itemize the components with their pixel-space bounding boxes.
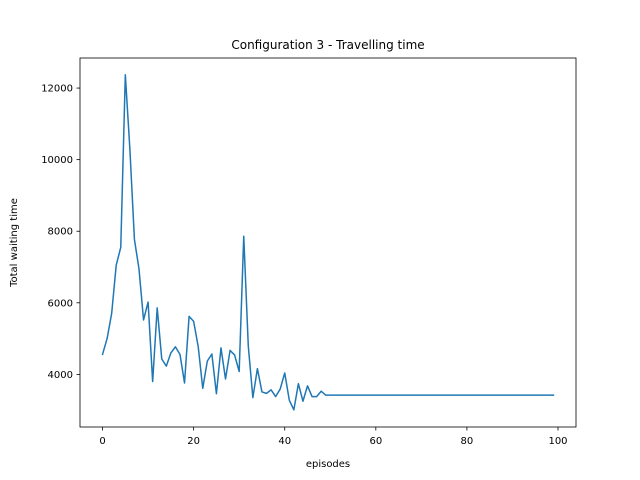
plot-area (80, 58, 576, 427)
x-tick-label: 0 (99, 436, 105, 447)
x-axis-label: episodes (306, 459, 350, 470)
chart-title: Configuration 3 - Travelling time (231, 38, 424, 52)
y-tick-label: 6000 (48, 298, 73, 309)
x-tick-label: 20 (187, 436, 200, 447)
y-tick-label: 12000 (41, 84, 73, 95)
y-tick-label: 8000 (48, 227, 73, 238)
x-tick-label: 100 (548, 436, 567, 447)
y-tick-label: 4000 (48, 370, 73, 381)
ticks-layer: 0 20 40 60 80 100 4000 6000 8000 10000 12000 (41, 84, 567, 447)
x-tick-label: 60 (369, 436, 382, 447)
axes-frame (79, 57, 577, 428)
series-line (101, 74, 555, 411)
x-tick-label: 80 (461, 436, 474, 447)
series-layer (101, 74, 555, 411)
y-axis-label: Total waiting time (9, 198, 20, 288)
x-tick-label: 40 (278, 436, 291, 447)
y-tick-label: 10000 (41, 155, 73, 166)
